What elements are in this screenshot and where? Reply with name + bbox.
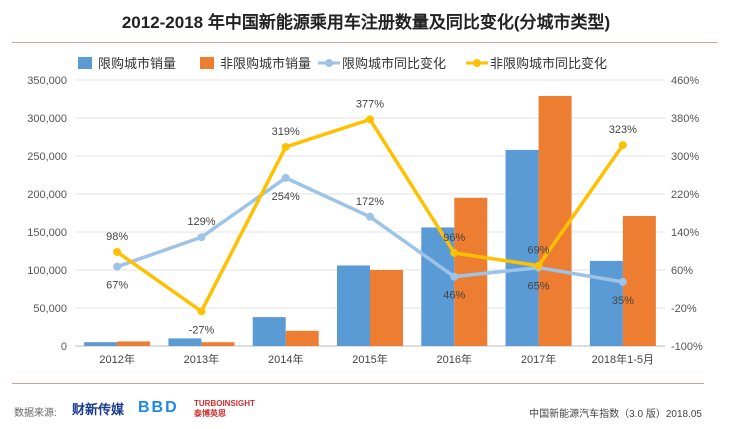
divider: [12, 42, 717, 43]
line-point: [450, 272, 459, 281]
left-tick-label: 150,000: [27, 227, 67, 239]
bar-non-restricted: [201, 342, 235, 346]
bar-non-restricted: [538, 95, 572, 347]
bar-restricted: [337, 265, 370, 346]
legend-label: 非限购城市同比变化: [490, 56, 607, 71]
bar-non-restricted: [370, 270, 403, 346]
bar-restricted: [168, 338, 202, 346]
line-point: [113, 247, 122, 256]
right-tick-label: -100%: [671, 341, 703, 353]
left-tick-label: 0: [61, 341, 67, 353]
line-point: [618, 141, 627, 150]
left-tick-label: 100,000: [27, 265, 67, 277]
bar-non-restricted: [622, 216, 656, 346]
x-tick-label: 2012年: [99, 352, 134, 366]
x-tick-label: 2015年: [352, 352, 387, 366]
data-label: 319%: [272, 126, 300, 138]
right-tick-label: -20%: [671, 303, 697, 315]
legend-label: 非限购城市销量: [220, 56, 311, 71]
bar-restricted: [252, 317, 286, 346]
left-tick-label: 250,000: [27, 151, 67, 163]
legend-label: 限购城市销量: [98, 56, 176, 71]
line-point: [281, 173, 290, 182]
data-label: 254%: [272, 191, 300, 203]
data-label: 96%: [443, 232, 465, 244]
x-tick-label: 2013年: [184, 352, 219, 366]
left-tick-label: 300,000: [27, 113, 67, 125]
bbd-logo: BBD: [138, 399, 179, 416]
data-label: 67%: [106, 280, 128, 292]
line-point: [197, 233, 206, 242]
bar-restricted: [84, 342, 118, 346]
x-tick-label: 2016年: [437, 352, 472, 366]
left-tick-label: 50,000: [33, 303, 67, 315]
left-tick-label: 200,000: [27, 189, 67, 201]
line-point: [281, 142, 290, 151]
x-tick-label: 2017年: [521, 352, 556, 366]
legend-swatch: [325, 59, 333, 67]
bar-non-restricted: [117, 341, 151, 346]
x-tick-label: 2018年1-5月: [592, 352, 654, 366]
right-tick-label: 220%: [671, 189, 699, 201]
data-label: 35%: [612, 295, 634, 307]
data-label: 129%: [187, 216, 215, 228]
data-label: 65%: [528, 281, 550, 293]
legend-swatch: [78, 57, 92, 69]
turboinsight-logo: TURBOINSIGHT 泰博英思: [194, 399, 255, 418]
line-point: [366, 212, 374, 221]
footer-note: 中国新能源汽车指数（3.0 版）2018.05: [529, 409, 702, 420]
legend-label: 限购城市同比变化: [342, 56, 446, 71]
line-point: [618, 277, 627, 286]
right-tick-label: 60%: [671, 265, 693, 277]
bar-restricted: [589, 260, 623, 346]
x-tick-label: 2014年: [268, 352, 303, 366]
bar-non-restricted: [454, 197, 488, 346]
chart-title: 2012-2018 年中国新能源乘用车注册数量及同比变化(分城市类型): [121, 13, 611, 32]
left-tick-label: 350,000: [27, 75, 67, 87]
line-point: [113, 262, 122, 271]
data-label: -27%: [189, 324, 215, 336]
right-tick-label: 380%: [671, 113, 699, 125]
caixin-logo: 财新传媒: [72, 402, 125, 417]
data-label: 69%: [528, 245, 550, 257]
divider: [12, 383, 704, 384]
bar-non-restricted: [285, 330, 319, 346]
data-label: 172%: [356, 196, 384, 208]
data-label: 46%: [443, 290, 465, 302]
line-point: [197, 307, 206, 316]
legend-swatch: [473, 59, 481, 67]
data-label: 98%: [106, 231, 128, 243]
bar-restricted: [505, 149, 539, 346]
data-label: 377%: [356, 98, 384, 110]
line-point: [366, 115, 374, 124]
line-point: [450, 248, 459, 257]
right-tick-label: 140%: [671, 227, 699, 239]
legend-swatch: [200, 57, 214, 69]
data-label: 323%: [609, 124, 637, 136]
right-tick-label: 460%: [671, 75, 699, 87]
right-tick-label: 300%: [671, 151, 699, 163]
source-label: 数据来源:: [14, 408, 57, 419]
line-point: [534, 261, 543, 270]
